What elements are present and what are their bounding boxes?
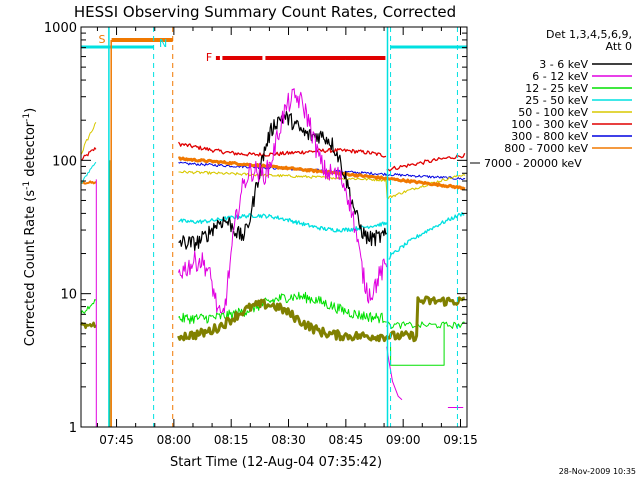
series-100-300kev-pre xyxy=(80,147,97,161)
y-tick-label: 1000 xyxy=(44,21,77,36)
y-axis-label: Corrected Count Rate (s-1 detector-1) xyxy=(22,108,38,346)
x-tick-label: 07:45 xyxy=(99,433,134,447)
legend-label: 50 - 100 keV xyxy=(518,106,588,119)
series-7000-20000kev xyxy=(177,295,465,343)
series-12-25kev-pre xyxy=(80,299,97,315)
legend-label: 300 - 800 keV xyxy=(511,130,588,143)
y-axis-label-end: ) xyxy=(23,108,38,113)
plot-frame xyxy=(80,26,468,428)
series-50-100kev-pre xyxy=(80,122,97,155)
y-tick-label: 100 xyxy=(52,154,77,169)
x-tick-label: 08:30 xyxy=(271,433,306,447)
series-800-7000kev-pre xyxy=(81,180,97,185)
series-12-25kev-step xyxy=(390,323,445,366)
series-800-7000kev xyxy=(177,156,466,191)
generated-timestamp: 28-Nov-2009 10:35 xyxy=(559,467,636,476)
series-12-25kev xyxy=(178,291,387,325)
series-100-300kev xyxy=(177,141,387,158)
flare-flag-marker xyxy=(215,56,220,60)
series-7000-20000kev-pre xyxy=(79,321,97,330)
y-axis-label-mid: detector xyxy=(23,121,38,181)
legend-label: 7000 - 20000 keV xyxy=(484,157,582,170)
y-axis-label-sup2: -1 xyxy=(22,113,32,122)
series-25-50kev xyxy=(178,213,388,233)
series-6-12kev xyxy=(178,88,388,314)
series-300-800kev xyxy=(178,161,466,180)
y-tick-label: 10 xyxy=(60,288,77,303)
series-25-50kev-pre xyxy=(80,161,97,184)
x-tick-label: 09:00 xyxy=(386,433,421,447)
series-50-100kev xyxy=(178,170,466,200)
y-axis-label-main: Corrected Count Rate (s xyxy=(23,190,38,347)
night-label: N xyxy=(159,37,167,50)
legend-label: 100 - 300 keV xyxy=(511,118,588,131)
observing-annotations: S N F xyxy=(81,27,467,427)
y-tick-label: 1 xyxy=(69,421,77,436)
x-tick-label: 09:15 xyxy=(443,433,478,447)
x-tick-label: 08:45 xyxy=(329,433,364,447)
chart-title: HESSI Observing Summary Count Rates, Cor… xyxy=(74,3,456,21)
legend-label: 3 - 6 keV xyxy=(539,58,588,71)
x-tick-label: 08:15 xyxy=(214,433,249,447)
series-25-50kev-tail xyxy=(388,211,465,260)
series-3-6kev xyxy=(178,111,388,252)
legend-label: 6 - 12 keV xyxy=(532,70,588,83)
axis-ticks: 07:45 08:00 08:15 08:30 08:45 09:00 09:15 1 10 10… xyxy=(44,21,478,447)
legend-label: 800 - 7000 keV xyxy=(504,142,588,155)
legend-header-attenuator: Att 0 xyxy=(606,40,632,53)
x-axis-label: Start Time (12-Aug-04 07:35:42) xyxy=(170,455,382,470)
y-axis-label-sup1: -1 xyxy=(22,181,32,190)
flare-label: F xyxy=(206,51,212,64)
series-layer xyxy=(79,88,466,427)
legend-label: 12 - 25 keV xyxy=(525,82,588,95)
x-tick-label: 08:00 xyxy=(157,433,192,447)
series-12-25kev-tail xyxy=(386,321,465,329)
series-100-300kev-tail xyxy=(386,152,466,172)
saa-label: S xyxy=(99,33,106,46)
legend-header-detectors: Det 1,3,4,5,6,9, xyxy=(546,28,632,41)
legend-label: 25 - 50 keV xyxy=(525,94,588,107)
